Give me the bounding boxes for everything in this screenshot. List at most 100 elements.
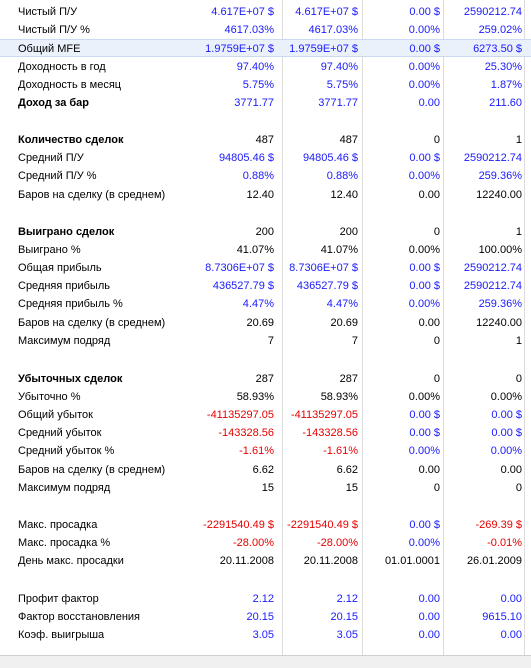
value-cell: 0.00 $	[491, 409, 522, 421]
row-label: Общая прибыль	[18, 262, 102, 274]
value-cell: 0.88%	[242, 170, 274, 182]
column-divider	[282, 0, 283, 667]
value-cell: -41135297.05	[290, 409, 358, 421]
row-label: Максимум подряд	[18, 335, 111, 347]
value-cell: -143328.56	[302, 427, 358, 439]
value-cell: 287	[339, 373, 358, 385]
table-row[interactable]: Выиграно сделок 200 200 0 1	[0, 223, 531, 241]
table-row[interactable]: Баров на сделку (в среднем) 6.62 6.62 0.00 0…	[0, 461, 531, 479]
row-label: Максимум подряд	[18, 482, 111, 494]
value-cell: 1.9759E+07 $	[205, 43, 274, 55]
value-cell: 3.05	[252, 629, 274, 641]
value-cell: 0.00 $	[409, 519, 440, 531]
value-cell: 2590212.74	[463, 152, 522, 164]
value-cell: 94805.46 $	[218, 152, 274, 164]
table-row[interactable]: Макс. просадка -2291540.49 $ -2291540.49 $…	[0, 516, 531, 534]
value-cell: -28.00%	[317, 537, 358, 549]
value-cell: 20.11.2008	[219, 555, 274, 567]
value-cell: 2590212.74	[463, 6, 522, 18]
table-row[interactable]: Убыточно % 58.93% 58.93% 0.00% 0.00%	[0, 388, 531, 406]
value-cell: 0	[433, 226, 440, 238]
horizontal-scrollbar[interactable]	[0, 655, 531, 668]
value-cell: 0.00 $	[409, 262, 440, 274]
table-row[interactable]: Количество сделок 487 487 0 1	[0, 131, 531, 149]
row-label: День макс. просадки	[18, 555, 124, 567]
value-cell: 0.00	[418, 97, 440, 109]
value-cell: 6.62	[252, 464, 274, 476]
value-cell: 5.75%	[242, 79, 274, 91]
row-label: Средняя прибыль	[18, 280, 110, 292]
table-row[interactable]: Баров на сделку (в среднем) 12.40 12.40 0.0…	[0, 186, 531, 204]
table-row[interactable]: Убыточных сделок 287 287 0 0	[0, 370, 531, 388]
row-label: Средний убыток %	[18, 445, 115, 457]
table-row[interactable]: Максимум подряд 7 7 0 1	[0, 332, 531, 350]
value-cell: 25.30%	[484, 61, 522, 73]
table-row[interactable]: Доход за бар 3771.77 3771.77 0.00 211.60	[0, 94, 531, 112]
column-divider	[362, 0, 363, 667]
value-cell: 0.00	[418, 611, 440, 623]
value-cell: 0	[433, 335, 440, 347]
table-row[interactable]: Доходность в месяц 5.75% 5.75% 0.00% 1.87%	[0, 76, 531, 94]
value-cell: 0.00%	[408, 61, 440, 73]
value-cell: 2590212.74	[463, 262, 522, 274]
row-label: Коэф. выигрыша	[18, 629, 105, 641]
column-divider	[524, 0, 525, 667]
value-cell: 20.69	[330, 317, 358, 329]
value-cell: 4.617E+07 $	[295, 6, 358, 18]
value-cell: 7	[351, 335, 358, 347]
table-row[interactable]: Общий убыток -41135297.05 -41135297.05 0.00…	[0, 406, 531, 424]
row-label: Баров на сделку (в среднем)	[18, 317, 166, 329]
table-row[interactable]: Максимум подряд 15 15 0 0	[0, 479, 531, 497]
value-cell: 1	[515, 134, 522, 146]
table-row[interactable]: Средняя прибыль % 4.47% 4.47% 0.00% 259.36%	[0, 295, 531, 313]
value-cell: 0.00%	[408, 537, 440, 549]
value-cell: 01.01.0001	[384, 555, 440, 567]
table-row[interactable]: Общий MFE 1.9759E+07 $ 1.9759E+07 $ 0.00 $ 6…	[0, 39, 531, 57]
value-cell: 200	[339, 226, 358, 238]
table-row[interactable]: Средний П/У 94805.46 $ 94805.46 $ 0.00 $ 259…	[0, 149, 531, 167]
row-label: Макс. просадка	[18, 519, 98, 531]
value-cell: 4617.03%	[224, 24, 274, 36]
value-cell: 0	[433, 482, 440, 494]
value-cell: 58.93%	[320, 391, 358, 403]
value-cell: 12.40	[330, 189, 358, 201]
table-row[interactable]: Баров на сделку (в среднем) 20.69 20.69 0.0…	[0, 314, 531, 332]
value-cell: -269.39 $	[475, 519, 522, 531]
table-row[interactable]: Выиграно % 41.07% 41.07% 0.00% 100.00%	[0, 241, 531, 259]
row-label: Доходность в год	[18, 61, 106, 73]
table-row[interactable]: Коэф. выигрыша 3.05 3.05 0.00 0.00	[0, 626, 531, 644]
table-row[interactable]: Средняя прибыль 436527.79 $ 436527.79 $ 0.0…	[0, 277, 531, 295]
value-cell: 20.69	[246, 317, 274, 329]
table-row[interactable]: Средний П/У % 0.88% 0.88% 0.00% 259.36%	[0, 167, 531, 185]
value-cell: 12240.00	[476, 317, 522, 329]
value-cell: 0.00%	[408, 24, 440, 36]
value-cell: 0.00%	[408, 445, 440, 457]
value-cell: 0.00%	[490, 391, 522, 403]
value-cell: 0.00 $	[409, 6, 440, 18]
value-cell: -0.01%	[487, 537, 522, 549]
row-label: Макс. просадка %	[18, 537, 111, 549]
row-label: Количество сделок	[18, 134, 124, 146]
value-cell: 0	[433, 373, 440, 385]
value-cell: 12240.00	[476, 189, 522, 201]
value-cell: 0.00%	[408, 244, 440, 256]
table-row[interactable]: Общая прибыль 8.7306E+07 $ 8.7306E+07 $ 0.0…	[0, 259, 531, 277]
table-row[interactable]: Чистый П/У 4.617E+07 $ 4.617E+07 $ 0.00 $ 25…	[0, 3, 531, 21]
table-row[interactable]: Доходность в год 97.40% 97.40% 0.00% 25.30%	[0, 58, 531, 76]
table-row[interactable]: Чистый П/У % 4617.03% 4617.03% 0.00% 259.02%	[0, 21, 531, 39]
value-cell: 9615.10	[482, 611, 522, 623]
row-label: Убыточных сделок	[18, 373, 123, 385]
table-row[interactable]: Профит фактор 2.12 2.12 0.00 0.00	[0, 590, 531, 608]
value-cell: 259.02%	[478, 24, 522, 36]
table-row[interactable]: Средний убыток % -1.61% -1.61% 0.00% 0.00%	[0, 442, 531, 460]
value-cell: 4.47%	[326, 298, 358, 310]
value-cell: 0.00	[418, 464, 440, 476]
row-label: Средняя прибыль %	[18, 298, 123, 310]
table-row[interactable]: Средний убыток -143328.56 -143328.56 0.00 $…	[0, 424, 531, 442]
table-row[interactable]: Макс. просадка % -28.00% -28.00% 0.00% -0.01…	[0, 534, 531, 552]
column-divider	[443, 0, 444, 667]
value-cell: 0	[433, 134, 440, 146]
value-cell: -28.00%	[233, 537, 274, 549]
table-row[interactable]: День макс. просадки 20.11.2008 20.11.2008 0…	[0, 552, 531, 570]
table-row[interactable]: Фактор восстановления 20.15 20.15 0.00 9615.…	[0, 608, 531, 626]
